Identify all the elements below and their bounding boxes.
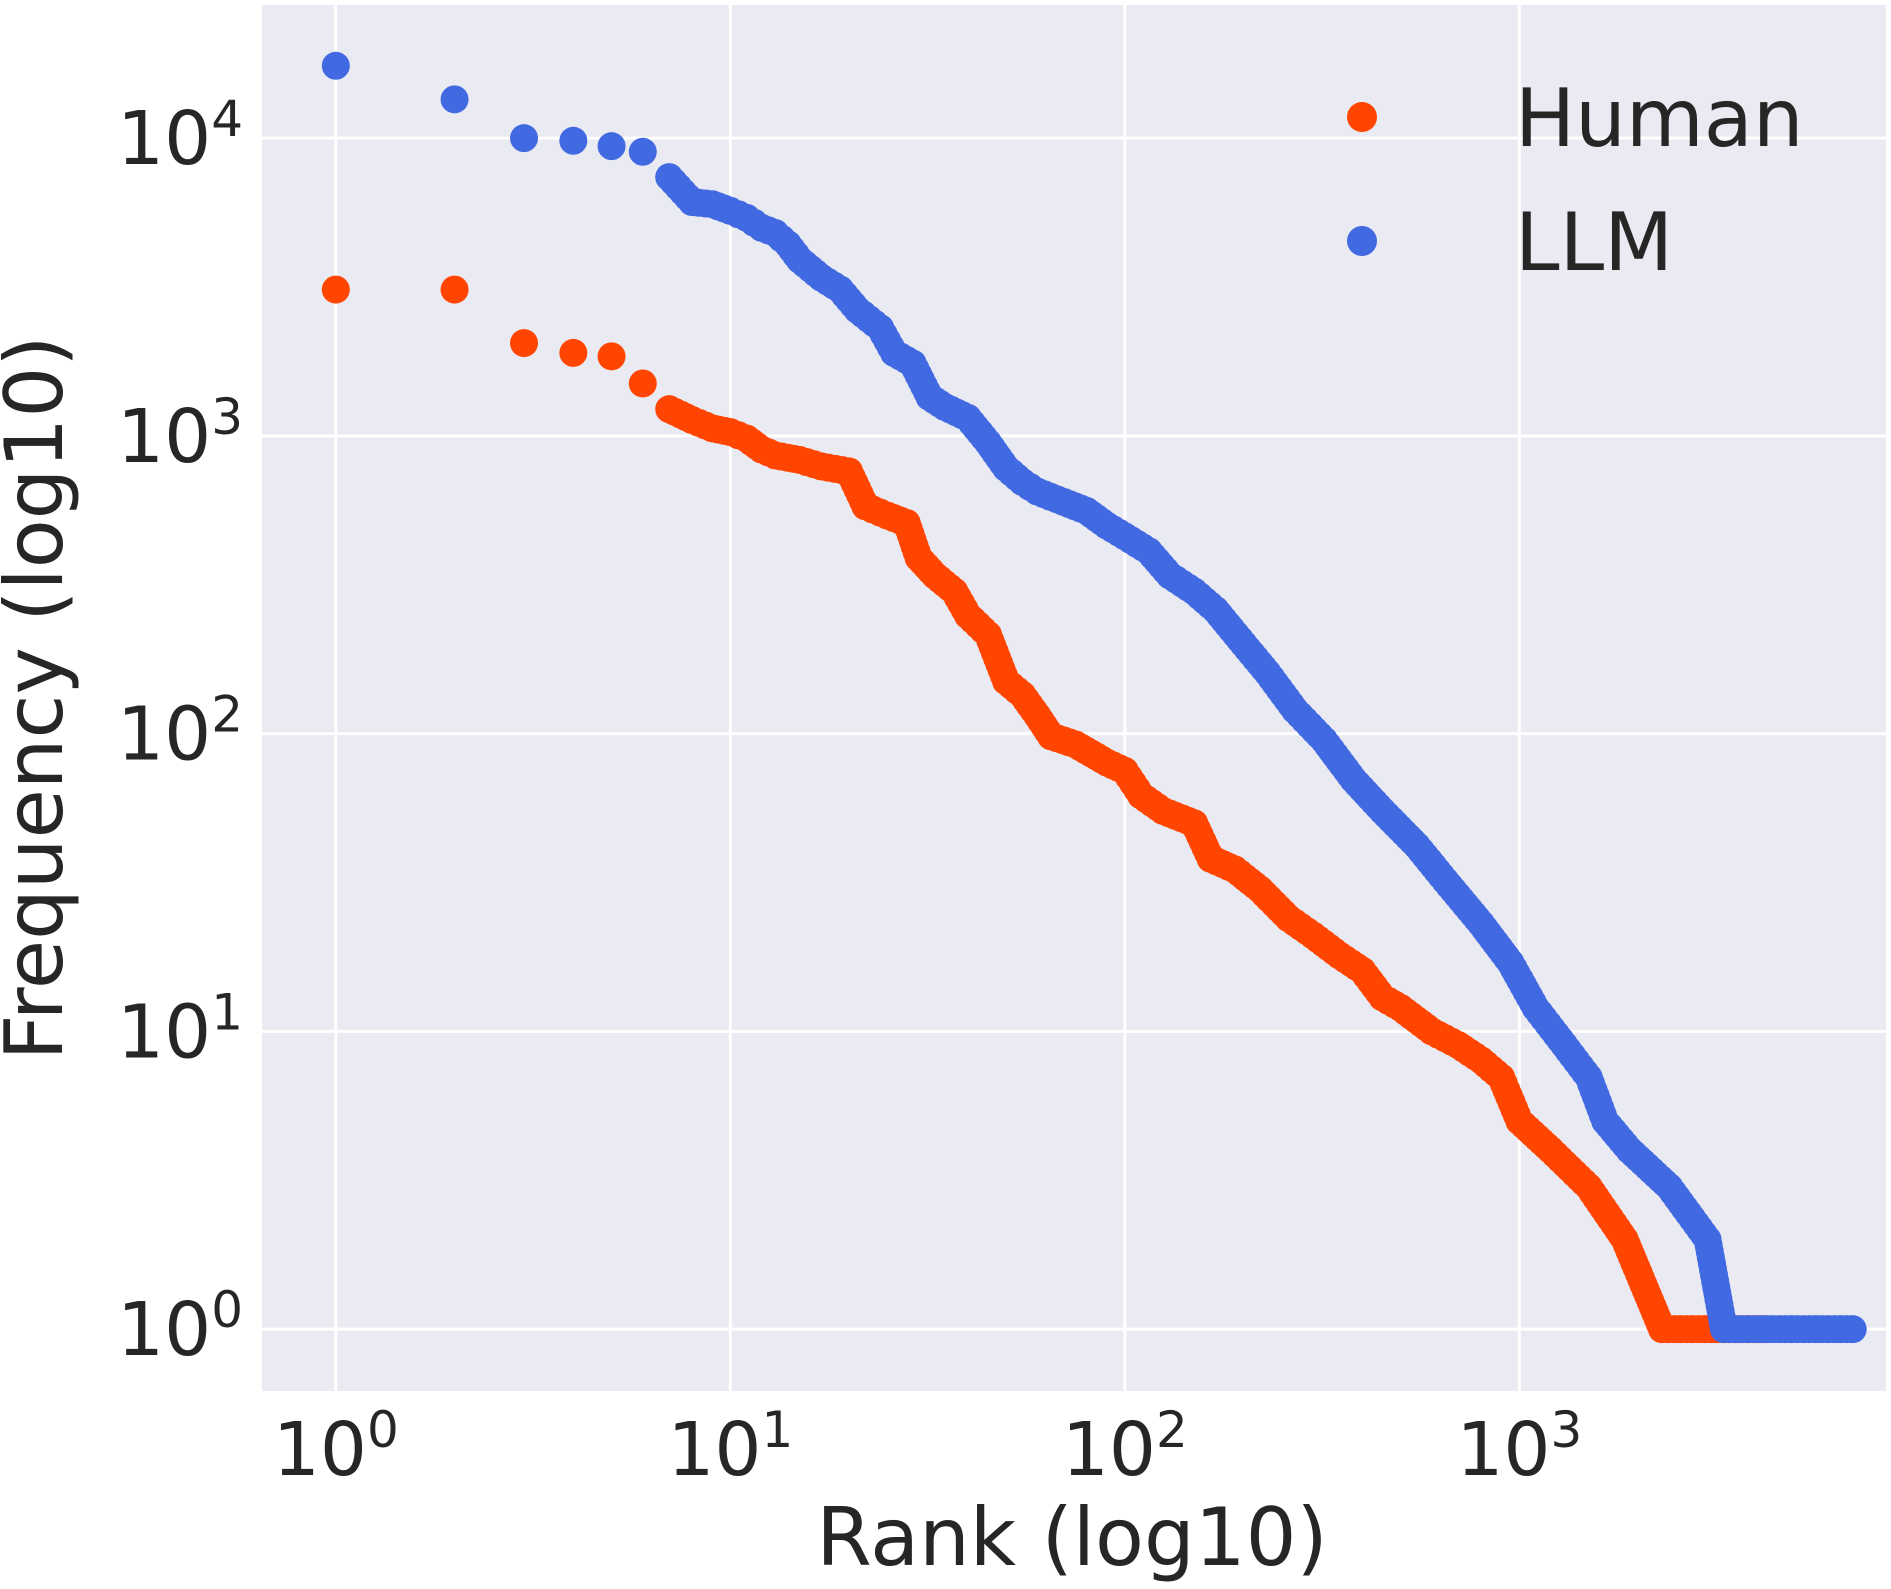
legend-label-llm: LLM <box>1515 196 1673 289</box>
data-points <box>321 51 1867 1344</box>
y-tick-exponent: 2 <box>211 686 243 744</box>
legend-marker-llm <box>1347 226 1377 256</box>
data-point <box>510 124 539 153</box>
data-point <box>321 51 350 80</box>
y-tick-base: 10 <box>117 96 211 182</box>
x-tick-exponent: 0 <box>367 1401 399 1459</box>
y-tick-label: 103 <box>117 388 243 480</box>
x-tick-label: 100 <box>273 1401 399 1493</box>
data-point <box>440 85 469 114</box>
y-tick-exponent: 0 <box>211 1281 243 1339</box>
y-tick-base: 10 <box>117 989 211 1075</box>
y-tick-base: 10 <box>117 394 211 480</box>
plot-background <box>262 5 1886 1391</box>
y-tick-exponent: 3 <box>211 388 243 446</box>
x-tick-label: 103 <box>1456 1401 1582 1493</box>
y-tick-label: 102 <box>117 686 243 778</box>
x-tick-exponent: 2 <box>1156 1401 1188 1459</box>
y-tick-label: 104 <box>117 90 243 182</box>
legend-marker-human <box>1347 102 1377 132</box>
data-point <box>510 329 539 358</box>
x-tick-base: 10 <box>273 1407 367 1493</box>
data-point <box>559 126 588 155</box>
y-tick-exponent: 1 <box>211 983 243 1041</box>
x-tick-base: 10 <box>1062 1407 1156 1493</box>
data-point <box>628 137 657 166</box>
x-axis-label: Rank (log10) <box>816 1491 1327 1584</box>
y-tick-label: 100 <box>117 1281 243 1373</box>
x-tick-label: 102 <box>1062 1401 1188 1493</box>
x-tick-label: 101 <box>667 1401 793 1493</box>
y-tick-base: 10 <box>117 692 211 778</box>
x-tick-base: 10 <box>1456 1407 1550 1493</box>
x-tick-base: 10 <box>667 1407 761 1493</box>
y-tick-base: 10 <box>117 1287 211 1373</box>
data-point <box>321 275 350 304</box>
data-point <box>1838 1315 1867 1344</box>
data-point <box>440 275 469 304</box>
x-tick-exponent: 1 <box>761 1401 793 1459</box>
legend: Human LLM <box>1347 72 1804 289</box>
data-point <box>597 342 626 371</box>
y-tick-label: 101 <box>117 983 243 1075</box>
y-tick-exponent: 4 <box>211 90 243 148</box>
series-llm <box>321 51 1867 1344</box>
data-point <box>559 338 588 367</box>
legend-label-human: Human <box>1515 72 1804 165</box>
data-point <box>628 369 657 398</box>
y-axis-label: Frequency (log10) <box>0 336 81 1061</box>
data-point <box>597 132 626 161</box>
x-tick-exponent: 3 <box>1551 1401 1583 1459</box>
